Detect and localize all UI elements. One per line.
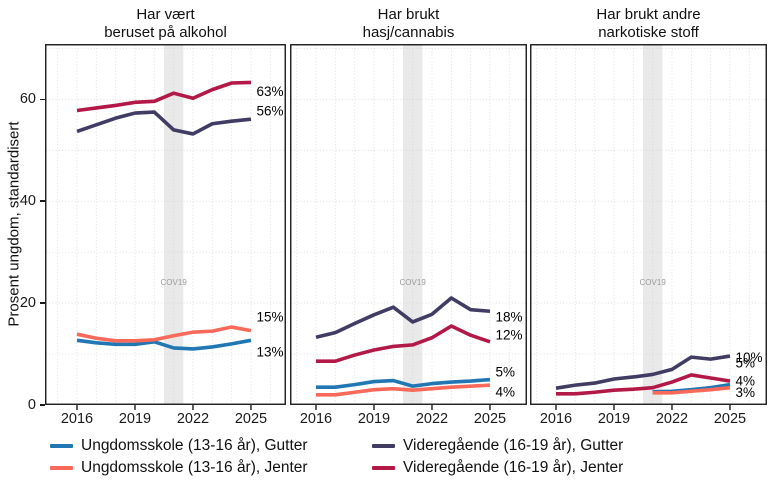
- y-axis-tick: [40, 200, 45, 202]
- y-tick-label: 20: [19, 295, 36, 312]
- legend-label: Videregående (16-19 år), Jenter: [403, 459, 624, 476]
- x-tick-label: 2025: [234, 411, 268, 427]
- end-label-us_gutter: 4%: [735, 374, 755, 389]
- x-tick-label: 2019: [357, 411, 391, 427]
- legend-key-crimson-icon: [372, 465, 395, 471]
- x-tick-label: 2022: [415, 411, 449, 427]
- x-tick-label: 2016: [60, 411, 94, 427]
- end-label-us_jenter: 15%: [256, 309, 283, 324]
- chart-panel-narcotics: COV19 4%3% 10%5%: [530, 44, 767, 410]
- series-line-us_jenter: [316, 383, 491, 397]
- covid-band: [402, 44, 423, 405]
- x-tick-label: 2016: [299, 411, 333, 427]
- series-line-vg_gutter: [315, 296, 491, 339]
- legend-label: Ungdomsskole (13-16 år), Jenter: [81, 459, 308, 476]
- x-tick-label: 2022: [655, 411, 689, 427]
- end-label-vg_gutter: 56%: [256, 104, 283, 119]
- y-tick-label: 60: [19, 91, 36, 108]
- covid-label: COV19: [640, 278, 667, 287]
- x-tick-label: 2019: [597, 411, 631, 427]
- series-line-us_jenter: [76, 325, 252, 343]
- legend-item-ungdomsskole-gutter: Ungdomsskole (13-16 år), Gutter: [50, 437, 362, 455]
- series-line-vg_gutter: [555, 354, 731, 390]
- x-tick-label: 2022: [176, 411, 210, 427]
- legend: Ungdomsskole (13-16 år), Gutter Videregå…: [50, 437, 623, 477]
- chart-panel-cannabis: COV19 5% 4% 18% 12%: [290, 44, 527, 410]
- series-line-vg_jenter: [316, 324, 491, 363]
- y-tick-label: 40: [19, 193, 36, 210]
- covid-label: COV19: [400, 278, 427, 287]
- y-axis-tick: [40, 98, 45, 101]
- covid-label: COV19: [161, 278, 188, 287]
- legend-item-ungdomsskole-jenter: Ungdomsskole (13-16 år), Jenter: [50, 459, 362, 477]
- series-line-vg_jenter: [556, 373, 731, 396]
- legend-key-blue-icon: [50, 443, 73, 449]
- series-line-us_jenter: [652, 385, 731, 395]
- end-label-vg_gutter: 10%: [735, 350, 762, 365]
- y-axis-tick: [40, 302, 45, 304]
- y-axis-tick: [40, 404, 45, 406]
- legend-item-videregaende-gutter: Videregående (16-19 år), Gutter: [372, 437, 623, 455]
- x-tick-label: 2016: [539, 411, 573, 427]
- x-tick-label: 2025: [473, 411, 507, 427]
- x-tick-label: 2019: [118, 411, 152, 427]
- panel-title-alcohol: Har vært beruset på alkohol: [104, 6, 227, 41]
- y-tick-label: 0: [27, 397, 36, 413]
- end-label-us_gutter: 13%: [256, 345, 283, 360]
- end-label-vg_jenter: 12%: [495, 328, 522, 343]
- legend-item-videregaende-jenter: Videregående (16-19 år), Jenter: [372, 459, 623, 477]
- covid-band: [642, 44, 663, 405]
- panel-title-narcotics: Har brukt andre narkotiske stoff: [596, 6, 701, 41]
- panel-border: [290, 44, 527, 405]
- series-line-vg_jenter: [76, 80, 252, 113]
- chart-panel-alcohol: COV19 13% 15% 56% 63%: [45, 44, 286, 410]
- covid-band: [163, 44, 184, 405]
- legend-key-navy-icon: [372, 443, 395, 449]
- panel-border: [530, 44, 767, 405]
- end-label-us_jenter: 3%: [735, 385, 755, 400]
- end-label-us_jenter: 4%: [495, 384, 515, 399]
- series-line-us_gutter: [76, 338, 252, 351]
- end-label-us_gutter: 5%: [495, 364, 515, 379]
- end-label-vg_gutter: 18%: [495, 309, 522, 324]
- legend-label: Videregående (16-19 år), Gutter: [403, 437, 624, 454]
- series-line-vg_gutter: [76, 110, 252, 136]
- panel-title-cannabis: Har brukt hasj/cannabis: [362, 6, 455, 41]
- end-label-vg_jenter: 63%: [256, 84, 283, 99]
- series-line-us_gutter: [316, 377, 491, 389]
- end-label-vg_jenter: 5%: [735, 356, 755, 371]
- x-tick-label: 2025: [713, 411, 747, 427]
- panel-border: [45, 44, 286, 405]
- legend-key-salmon-icon: [50, 465, 73, 471]
- legend-label: Ungdomsskole (13-16 år), Gutter: [81, 437, 308, 454]
